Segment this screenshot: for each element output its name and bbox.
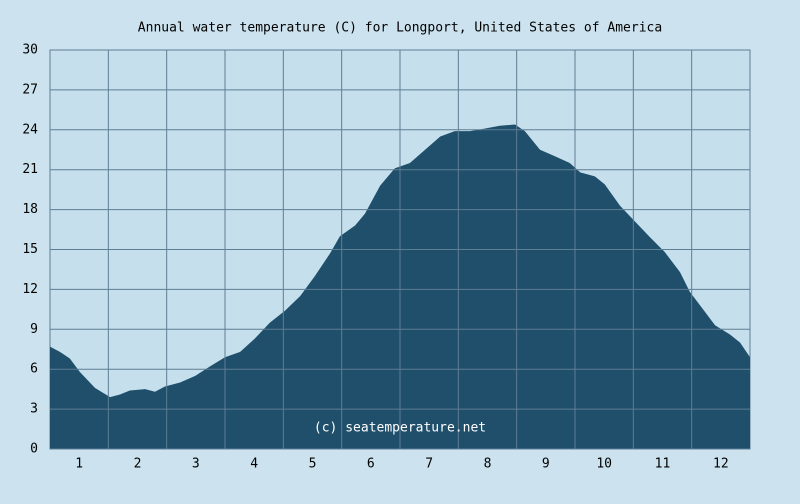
y-tick-label: 18 — [22, 202, 38, 217]
y-tick-label: 15 — [22, 242, 38, 257]
y-tick-label: 30 — [22, 43, 38, 58]
y-tick-label: 27 — [22, 82, 38, 97]
x-tick-label: 10 — [596, 457, 612, 472]
x-tick-label: 12 — [713, 457, 729, 472]
y-tick-label: 6 — [30, 362, 38, 377]
y-tick-label: 12 — [22, 282, 38, 297]
x-tick-label: 11 — [655, 457, 671, 472]
x-tick-label: 1 — [75, 457, 83, 472]
chart-title: Annual water temperature (C) for Longpor… — [138, 21, 662, 36]
y-tick-label: 3 — [30, 402, 38, 417]
y-tick-label: 0 — [30, 442, 38, 457]
x-tick-label: 6 — [367, 457, 375, 472]
annotation: (c) seatemperature.net — [314, 421, 486, 436]
x-tick-label: 8 — [484, 457, 492, 472]
x-tick-label: 2 — [134, 457, 142, 472]
y-tick-label: 21 — [22, 162, 38, 177]
y-tick-label: 24 — [22, 122, 38, 137]
x-tick-label: 7 — [425, 457, 433, 472]
x-tick-label: 9 — [542, 457, 550, 472]
x-tick-label: 3 — [192, 457, 200, 472]
y-tick-label: 9 — [30, 322, 38, 337]
x-tick-label: 5 — [309, 457, 317, 472]
x-tick-label: 4 — [250, 457, 258, 472]
